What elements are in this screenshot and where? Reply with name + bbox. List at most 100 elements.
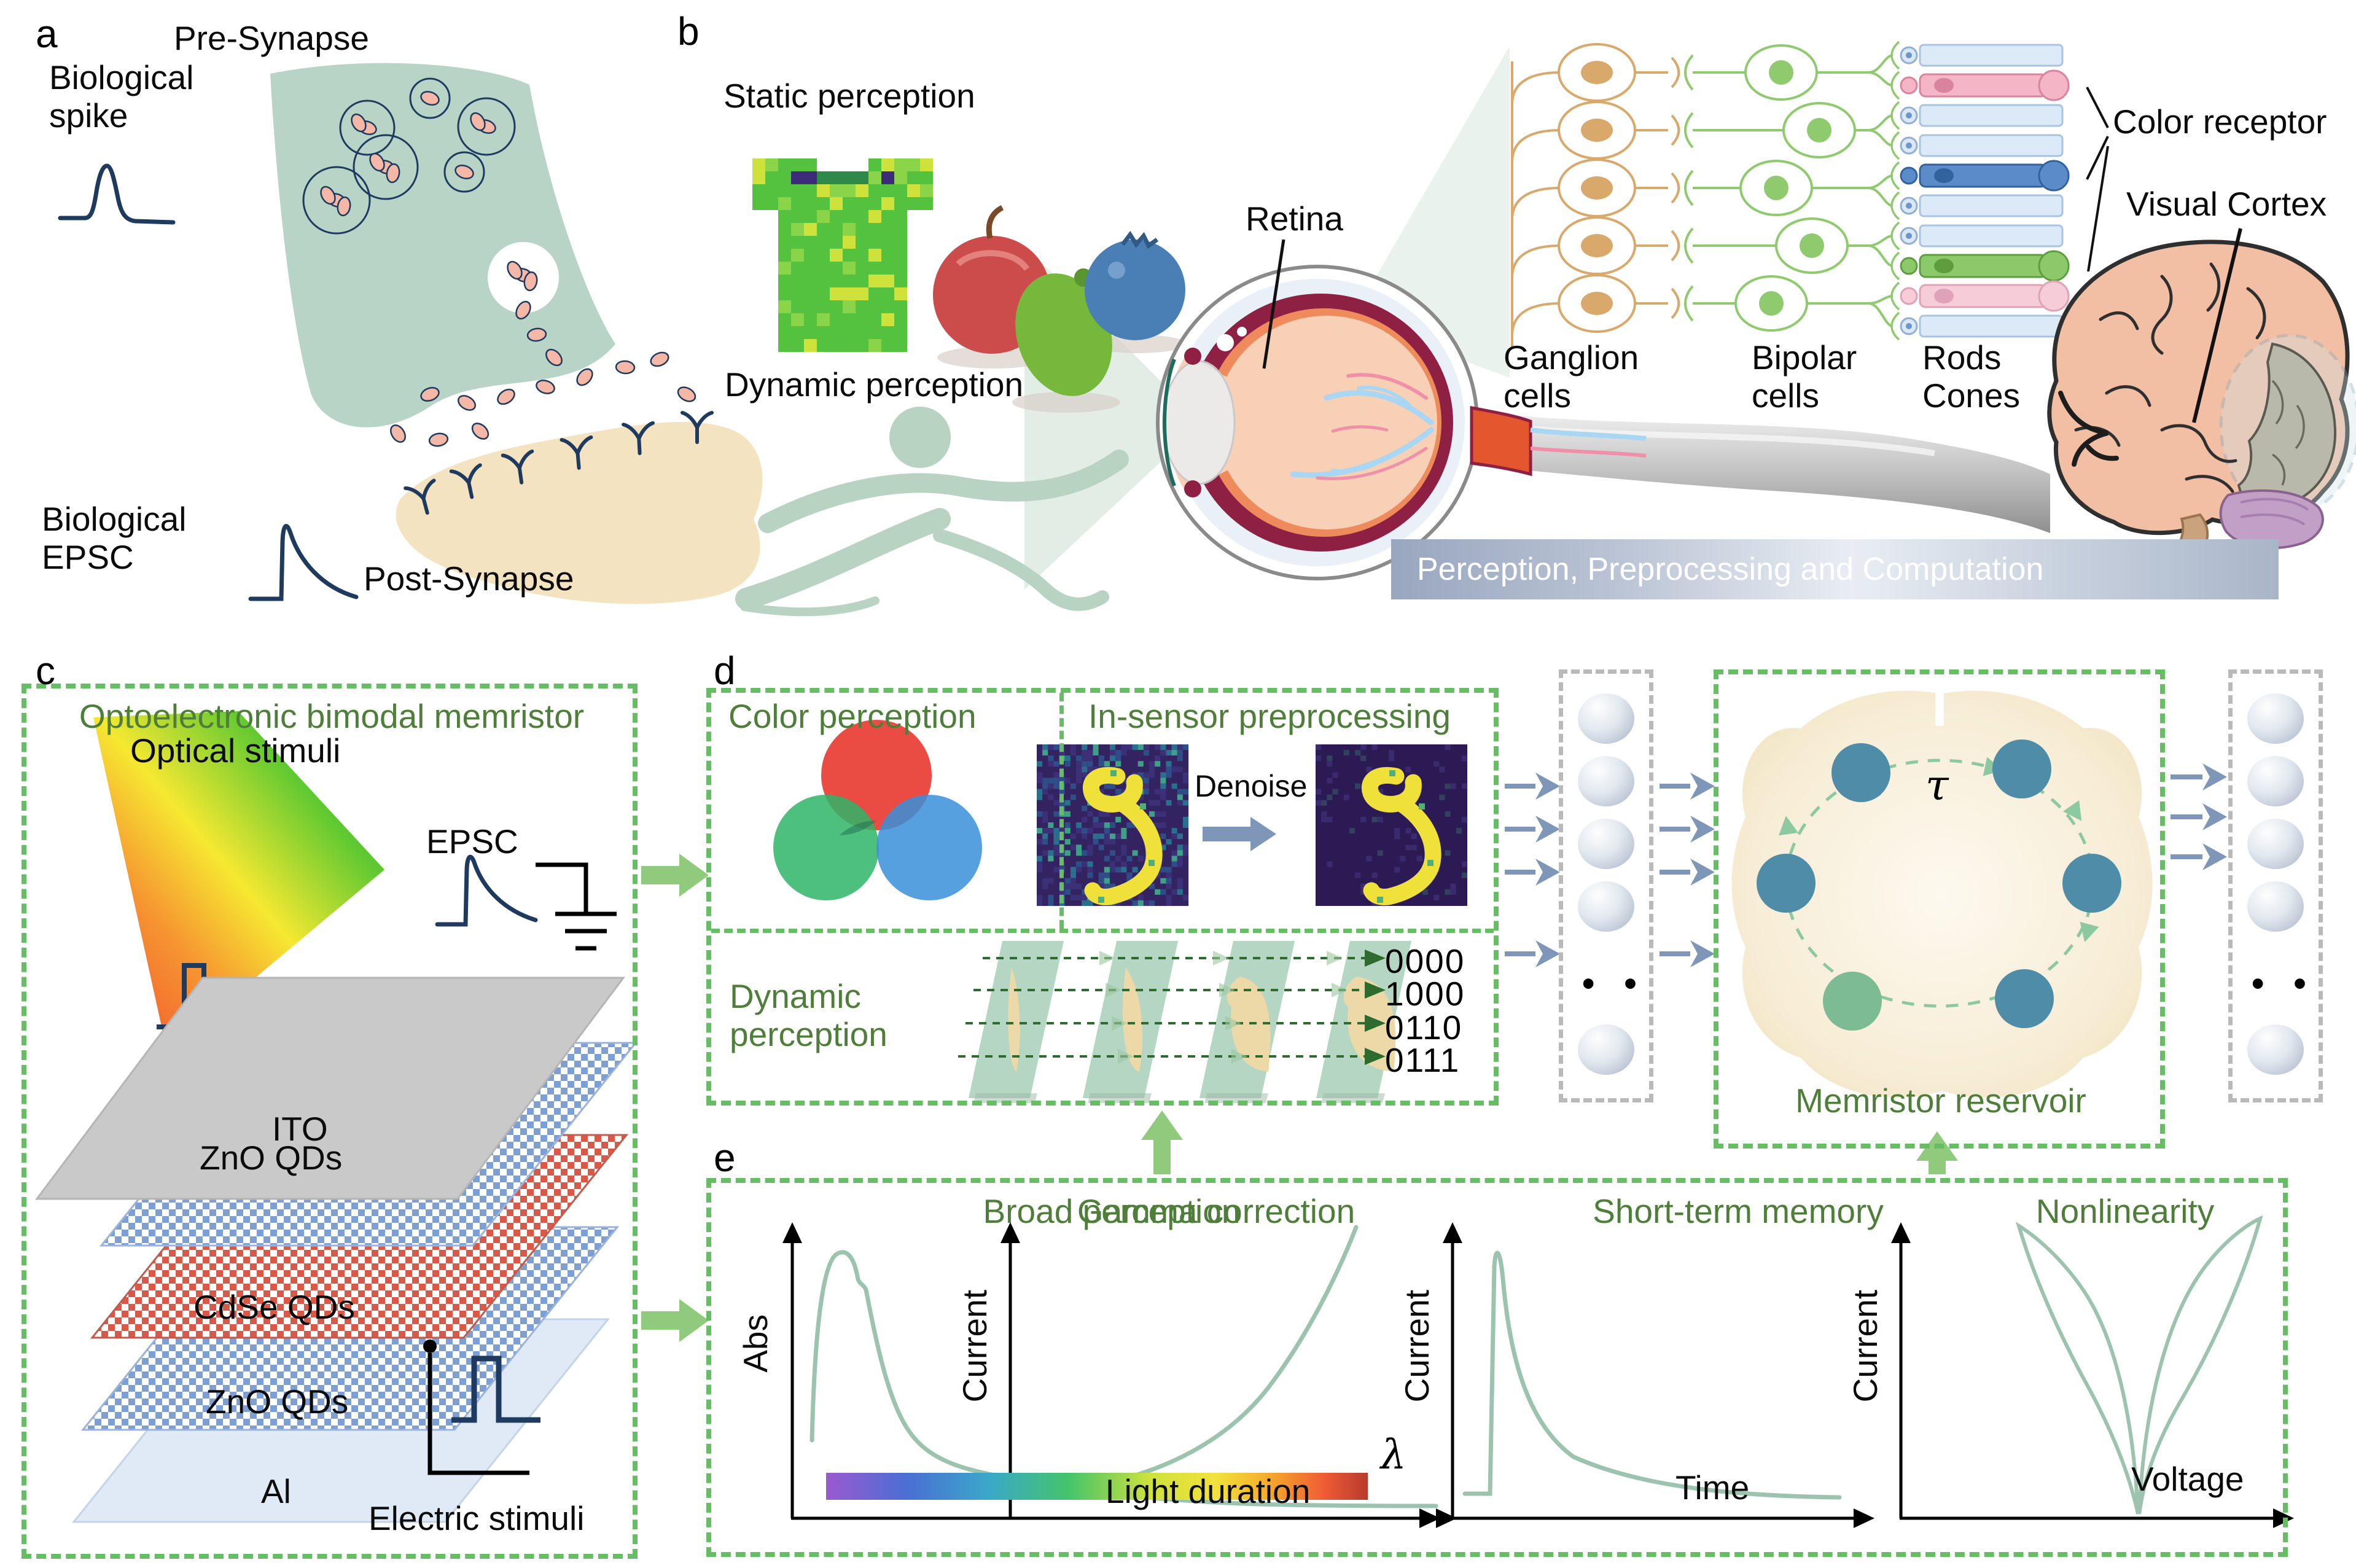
dynamic-scan-lines <box>958 950 1386 1065</box>
optical-beam <box>93 711 384 1051</box>
ganglion-cells-label: Ganglion cells <box>1504 338 1639 415</box>
plot4-ylabel: Current <box>1846 1290 1884 1403</box>
panel-d-box <box>706 688 1499 1106</box>
post-synapse-label: Post-Synapse <box>364 560 574 598</box>
denoise-label: Denoise <box>1195 769 1308 803</box>
panel-label-e: e <box>714 1136 736 1180</box>
ground-symbol <box>536 862 617 951</box>
plot-curves <box>809 1215 2263 1515</box>
input-node-column <box>1559 669 1653 1102</box>
nonlinearity-curve-right <box>2137 1215 2263 1515</box>
visual-cortex-label: Visual Cortex <box>2126 185 2327 223</box>
panel-c-box <box>21 684 638 1559</box>
output-ellipsis: • • <box>2252 964 2316 1004</box>
memristor-reservoir-blob <box>1731 687 2153 1098</box>
post-synaptic-receptors <box>404 411 714 515</box>
reservoir-nodes <box>1757 739 2121 1031</box>
binary-code: 1000 <box>1385 975 1465 1013</box>
input-ellipsis: • • <box>1582 964 1647 1004</box>
rgb-circles <box>773 720 982 900</box>
plot3-ylabel: Current <box>1398 1290 1436 1403</box>
biological-epsc-label: Biological EPSC <box>42 500 187 576</box>
output-node <box>2247 693 2304 744</box>
static-perception-label: Static perception <box>724 77 975 115</box>
layer-label-zno-bottom: ZnO QDs <box>206 1383 349 1421</box>
layer-label-ito: ITO <box>272 1110 328 1148</box>
arrow-c-to-e <box>641 1299 709 1342</box>
post-synapse-shape <box>396 422 763 604</box>
pre-synapse-label: Pre-Synapse <box>174 19 369 57</box>
epsc-waveform <box>248 524 359 601</box>
neurotransmitters <box>390 300 696 447</box>
fruits-image <box>933 205 1187 413</box>
panel-d-divider-vertical <box>1059 693 1064 929</box>
plot-axes <box>790 1238 2277 1520</box>
panel-e-box <box>706 1178 2288 1557</box>
optic-nerve <box>1470 406 2050 533</box>
layer-label-cdse: CdSe QDs <box>193 1288 355 1326</box>
panel-label-c: c <box>36 649 55 693</box>
rods-cones-label: Rods Cones <box>1922 338 2020 415</box>
plot1-title: Broad perception <box>983 1192 1241 1230</box>
epsc-curve-panel-c <box>435 854 538 927</box>
plot4-title: Nonlinearity <box>2035 1192 2215 1230</box>
blueberry <box>1085 240 1185 340</box>
plot1-ylabel: Abs <box>736 1314 774 1373</box>
dynamic-perception-label-d: Dynamic perception <box>730 977 887 1053</box>
panel-label-d: d <box>714 649 736 693</box>
output-node <box>2247 1024 2304 1075</box>
output-node <box>2247 881 2304 932</box>
dynamic-perception-frames <box>969 941 1411 1103</box>
short-term-memory-curve <box>1462 1250 1842 1500</box>
layer-ito <box>35 977 625 1200</box>
broad-perception-curve <box>809 1250 1438 1508</box>
binary-code: 0111 <box>1385 1041 1461 1079</box>
plot4-xlabel: Voltage <box>2131 1460 2244 1498</box>
spike-waveform <box>58 163 176 225</box>
input-node <box>1578 881 1634 932</box>
output-node <box>2247 819 2304 869</box>
visual-cortex-pointer-line <box>2192 228 2242 423</box>
layer-label-zno-top: ZnO QDs <box>200 1139 343 1177</box>
plot1-xlabel: λ <box>1381 1431 1406 1478</box>
bipolar-cells-label: Bipolar cells <box>1752 338 1857 415</box>
flow-arrows-blue <box>1505 763 2227 967</box>
dynamic-perception-label-b: Dynamic perception <box>725 365 1024 404</box>
panel-d-divider-horizontal <box>711 929 1494 933</box>
input-node <box>1578 693 1634 744</box>
arrow-e-to-reservoir <box>1916 1131 1958 1174</box>
binary-code: 0110 <box>1385 1008 1463 1047</box>
plot2-xlabel: Light duration <box>1106 1472 1311 1510</box>
mnist-clean-image <box>1316 744 1468 907</box>
reservoir-box <box>1714 669 2165 1149</box>
color-receptor-pointers <box>2086 87 2109 272</box>
panel-c-title: Optoelectronic bimodal memristor <box>79 697 585 735</box>
denoise-arrow <box>1203 817 1276 851</box>
epsc-label: EPSC <box>426 822 518 860</box>
retina-cell-circuit <box>1511 41 2070 347</box>
swimmer-icon <box>735 407 1129 617</box>
in-sensor-title: In-sensor preprocessing <box>1088 697 1451 735</box>
plot3-xlabel: Time <box>1675 1469 1750 1507</box>
spectrum-bar <box>826 1473 1368 1500</box>
memristor-reservoir-label: Memristor reservoir <box>1795 1082 2086 1120</box>
pre-synapse-shape <box>270 63 615 427</box>
plot2-ylabel: Current <box>956 1290 994 1403</box>
panel-label-b: b <box>677 9 700 53</box>
eye-diagram <box>1156 239 1479 580</box>
color-perception-title: Color perception <box>728 697 977 735</box>
biological-spike-label: Biological spike <box>49 58 194 135</box>
tau-label: τ <box>1925 762 1949 810</box>
input-node <box>1578 1024 1634 1075</box>
output-node <box>2247 756 2304 806</box>
output-node-column <box>2228 669 2323 1102</box>
layer-label-al: Al <box>261 1472 291 1510</box>
retina-label: Retina <box>1246 200 1343 238</box>
banner: Perception, Preprocessing and Computatio… <box>1391 539 2279 599</box>
retina-pointer-line <box>1262 239 1285 369</box>
plot3-title: Short-term memory <box>1593 1192 1884 1230</box>
input-node <box>1578 819 1634 869</box>
brain <box>2047 228 2356 561</box>
electric-stimuli-label: Electric stimuli <box>369 1499 585 1537</box>
